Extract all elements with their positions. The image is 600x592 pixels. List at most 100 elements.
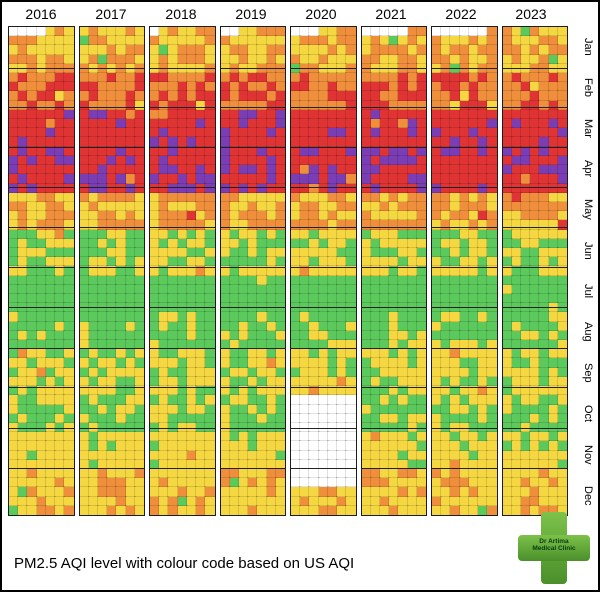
- aqi-cell: [196, 101, 205, 110]
- aqi-cell: [46, 414, 55, 423]
- aqi-cell: [539, 101, 548, 110]
- aqi-cell: [159, 248, 168, 257]
- aqi-cell: [276, 110, 285, 119]
- aqi-cell: [503, 414, 512, 423]
- aqi-cell: [55, 506, 64, 515]
- aqi-cell: [460, 73, 469, 82]
- aqi-cell: [549, 211, 558, 220]
- aqi-cell: [257, 248, 266, 257]
- aqi-cell: [89, 312, 98, 321]
- aqi-cell: [64, 368, 73, 377]
- aqi-cell: [371, 55, 380, 64]
- aqi-cell: [46, 91, 55, 100]
- aqi-cell: [371, 349, 380, 358]
- aqi-cell: [300, 322, 309, 331]
- month-separator: [362, 468, 427, 469]
- aqi-cell: [291, 368, 300, 377]
- aqi-cell: [55, 220, 64, 229]
- aqi-cell: [291, 257, 300, 266]
- aqi-cell: [89, 349, 98, 358]
- aqi-cell: [150, 368, 159, 377]
- aqi-cell: [539, 239, 548, 248]
- aqi-cell: [248, 91, 257, 100]
- aqi-cell: [408, 193, 417, 202]
- aqi-cell: [267, 349, 276, 358]
- month-separator: [291, 187, 356, 188]
- aqi-cell: [239, 432, 248, 441]
- aqi-cell: [558, 322, 567, 331]
- aqi-cell: [487, 137, 496, 146]
- aqi-cell: [80, 82, 89, 91]
- aqi-cell: [328, 358, 337, 367]
- aqi-cell: [503, 230, 512, 239]
- aqi-cell: [267, 469, 276, 478]
- aqi-cell: [362, 220, 371, 229]
- aqi-cell: [319, 478, 328, 487]
- aqi-cell: [196, 128, 205, 137]
- aqi-cell: [187, 248, 196, 257]
- aqi-cell: [398, 432, 407, 441]
- aqi-cell: [248, 147, 257, 156]
- aqi-cell: [89, 119, 98, 128]
- aqi-cell: [89, 147, 98, 156]
- aqi-cell: [178, 405, 187, 414]
- month-separator: [9, 468, 74, 469]
- heatmap-grid: [8, 26, 568, 516]
- aqi-cell: [380, 395, 389, 404]
- aqi-cell: [441, 432, 450, 441]
- aqi-cell: [46, 165, 55, 174]
- month-separator: [432, 147, 497, 148]
- aqi-cell: [239, 368, 248, 377]
- aqi-cell: [116, 73, 125, 82]
- aqi-cell: [469, 414, 478, 423]
- aqi-cell: [89, 230, 98, 239]
- aqi-cell: [441, 128, 450, 137]
- aqi-cell: [18, 137, 27, 146]
- aqi-cell: [27, 82, 36, 91]
- aqi-cell: [450, 165, 459, 174]
- aqi-cell: [521, 239, 530, 248]
- aqi-cell: [9, 128, 18, 137]
- aqi-cell: [291, 202, 300, 211]
- aqi-cell: [521, 27, 530, 36]
- aqi-cell: [530, 137, 539, 146]
- aqi-cell: [530, 165, 539, 174]
- aqi-cell: [221, 294, 230, 303]
- aqi-cell: [107, 322, 116, 331]
- aqi-cell: [512, 193, 521, 202]
- aqi-cell: [362, 451, 371, 460]
- aqi-cell: [417, 147, 426, 156]
- aqi-cell: [300, 110, 309, 119]
- aqi-cell: [389, 285, 398, 294]
- aqi-cell: [503, 285, 512, 294]
- aqi-cell: [248, 414, 257, 423]
- aqi-cell: [150, 174, 159, 183]
- aqi-cell: [135, 349, 144, 358]
- aqi-cell: [380, 101, 389, 110]
- aqi-cell: [178, 469, 187, 478]
- aqi-cell: [408, 441, 417, 450]
- aqi-cell: [328, 101, 337, 110]
- aqi-cell: [417, 294, 426, 303]
- aqi-cell: [441, 230, 450, 239]
- aqi-cell: [168, 478, 177, 487]
- aqi-cell: [432, 128, 441, 137]
- aqi-cell: [328, 285, 337, 294]
- month-separator: [503, 68, 568, 69]
- aqi-cell: [248, 377, 257, 386]
- aqi-cell: [346, 487, 355, 496]
- aqi-cell: [487, 497, 496, 506]
- month-separator: [80, 187, 145, 188]
- aqi-cell: [398, 395, 407, 404]
- aqi-cell: [187, 202, 196, 211]
- aqi-cell: [487, 377, 496, 386]
- aqi-cell: [319, 193, 328, 202]
- aqi-cell: [221, 506, 230, 515]
- aqi-cell: [37, 165, 46, 174]
- aqi-cell: [549, 349, 558, 358]
- aqi-cell: [64, 193, 73, 202]
- aqi-cell: [135, 414, 144, 423]
- aqi-cell: [291, 239, 300, 248]
- logo-text: Dr ArtimaMedical Clinic: [518, 512, 590, 584]
- aqi-cell: [27, 174, 36, 183]
